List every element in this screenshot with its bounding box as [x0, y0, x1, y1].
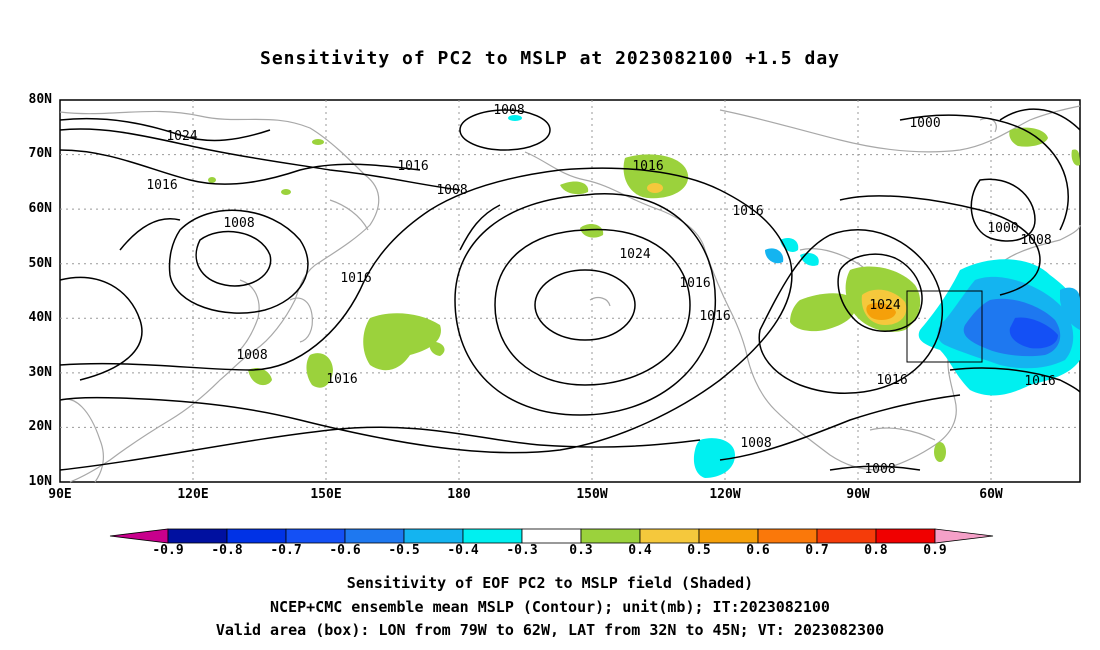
- contour-label: 1008: [436, 183, 467, 198]
- x-tick-label: 150W: [576, 487, 608, 502]
- x-tick-label: 120W: [709, 487, 741, 502]
- map-title: Sensitivity of PC2 to MSLP at 2023082100…: [259, 48, 840, 69]
- contour-label: 1000: [909, 116, 940, 131]
- sensitivity-shading: [208, 115, 1080, 478]
- colorbar-swatch: [226, 528, 287, 544]
- y-tick-label: 70N: [28, 146, 52, 161]
- contour-label: 1000: [987, 221, 1018, 236]
- x-tick-label: 180: [447, 487, 471, 502]
- colorbar-extend-high: [934, 528, 994, 544]
- colorbar-label: -0.8: [211, 543, 243, 558]
- mslp-contours: [59, 108, 1081, 471]
- x-tick-label: 60W: [979, 487, 1003, 502]
- colorbar-swatch: [816, 528, 877, 544]
- y-tick-label: 10N: [28, 474, 52, 489]
- colorbar-swatch: [580, 528, 641, 544]
- colorbar-swatch: [698, 528, 759, 544]
- colorbar-label: -0.5: [388, 543, 420, 558]
- colorbar-label: 0.8: [864, 543, 888, 558]
- contour-label: 1016: [679, 276, 710, 291]
- colorbar-swatch: [285, 528, 346, 544]
- y-tick-label: 30N: [28, 365, 52, 380]
- contour-label-group: 1008 1024 1016 1016 1008 1016 1008 1016 …: [146, 103, 1055, 477]
- contour-label: 1024: [869, 298, 900, 313]
- colorbar-label: 0.9: [923, 543, 947, 558]
- colorbar-swatch: [875, 528, 936, 544]
- colorbar-swatch: [521, 528, 582, 544]
- colorbar-extend-low: [109, 528, 169, 544]
- colorbar-label: -0.3: [506, 543, 538, 558]
- colorbar-swatch: [167, 528, 228, 544]
- map-gridlines: [60, 100, 1080, 482]
- contour-label: 1016: [876, 373, 907, 388]
- x-tick-label: 120E: [177, 487, 209, 502]
- caption-line-3: Valid area (box): LON from 79W to 62W, L…: [215, 621, 885, 639]
- y-tick-label: 60N: [28, 201, 52, 216]
- colorbar-swatch: [462, 528, 523, 544]
- contour-label: 1016: [340, 271, 371, 286]
- colorbar-label: 0.3: [569, 543, 593, 558]
- y-tick-label: 50N: [28, 256, 52, 271]
- valid-area-box: [906, 290, 983, 363]
- colorbar-label: 0.4: [628, 543, 652, 558]
- caption-line-2: NCEP+CMC ensemble mean MSLP (Contour); u…: [270, 598, 830, 616]
- contour-label: 1024: [619, 247, 650, 262]
- colorbar-swatch: [403, 528, 464, 544]
- colorbar-label: -0.9: [152, 543, 184, 558]
- y-tick-label: 80N: [28, 92, 52, 107]
- y-tick-label: 20N: [28, 419, 52, 434]
- x-tick-label: 150E: [310, 487, 342, 502]
- colorbar-swatch: [639, 528, 700, 544]
- contour-label: 1016: [732, 204, 763, 219]
- contour-label: 1016: [146, 178, 177, 193]
- x-tick-label: 90W: [846, 487, 870, 502]
- contour-label: 1016: [1024, 374, 1055, 389]
- contour-label: 1024: [166, 129, 197, 144]
- contour-label: 1016: [326, 372, 357, 387]
- colorbar: [109, 528, 994, 544]
- colorbar-label: -0.4: [447, 543, 479, 558]
- contour-label: 1008: [864, 462, 895, 477]
- contour-label: 1008: [236, 348, 267, 363]
- x-tick-label: 90E: [48, 487, 72, 502]
- colorbar-label: 0.6: [746, 543, 770, 558]
- colorbar-swatch: [344, 528, 405, 544]
- caption-line-1: Sensitivity of EOF PC2 to MSLP field (Sh…: [346, 574, 754, 592]
- y-tick-label: 40N: [28, 310, 52, 325]
- colorbar-label: 0.5: [687, 543, 711, 558]
- contour-label: 1008: [740, 436, 771, 451]
- colorbar-label: 0.7: [805, 543, 829, 558]
- colorbar-swatch: [757, 528, 818, 544]
- colorbar-label: -0.6: [329, 543, 361, 558]
- contour-label: 1008: [1020, 233, 1051, 248]
- contour-label: 1016: [397, 159, 428, 174]
- contour-label: 1016: [699, 309, 730, 324]
- contour-label: 1016: [632, 159, 663, 174]
- colorbar-label: -0.7: [270, 543, 302, 558]
- contour-label: 1008: [493, 103, 524, 118]
- contour-label: 1008: [223, 216, 254, 231]
